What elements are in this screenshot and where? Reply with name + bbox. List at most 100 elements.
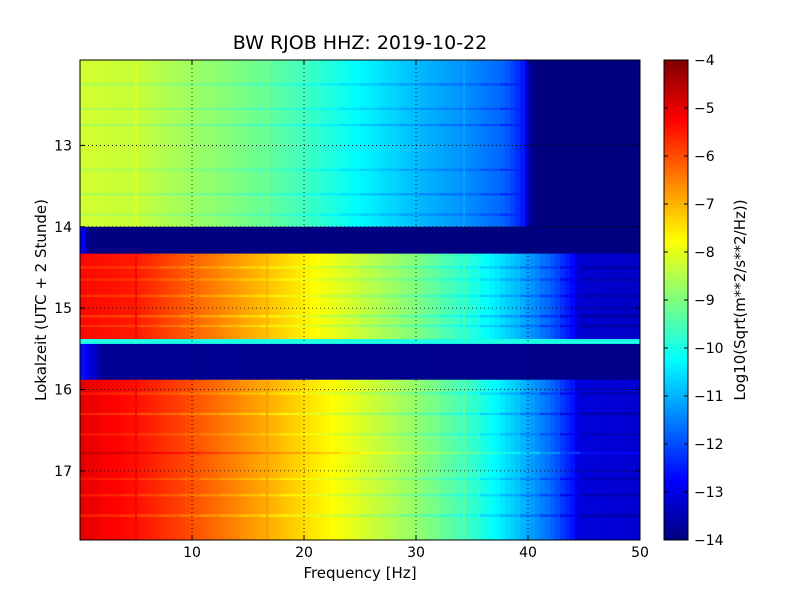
spectrogram-streak	[160, 494, 181, 497]
spectrogram-streak	[100, 494, 121, 497]
spectrogram-streak	[460, 514, 481, 517]
spectrogram-streak	[100, 107, 121, 111]
heatmap-cell	[535, 60, 541, 228]
heatmap-cell	[485, 226, 491, 255]
spectrogram-streak	[220, 412, 241, 416]
heatmap-cell	[450, 343, 456, 381]
heatmap-cell	[165, 343, 171, 381]
heatmap-cell	[615, 60, 621, 228]
heatmap-cell	[125, 339, 131, 345]
spectrogram-streak	[240, 494, 261, 497]
spectrogram-streak	[140, 412, 161, 416]
heatmap-cell	[445, 379, 451, 540]
heatmap-cell	[230, 60, 236, 228]
heatmap-cell	[515, 343, 521, 381]
heatmap-cell	[605, 226, 611, 255]
spectrogram-streak	[140, 123, 161, 127]
heatmap-cell	[375, 339, 381, 345]
spectrogram-streak	[320, 324, 341, 328]
spectrogram-streak	[580, 266, 601, 269]
spectrogram-streak	[520, 278, 541, 281]
heatmap-cell	[490, 343, 496, 381]
spectrogram-streak	[340, 294, 361, 298]
heatmap-cell	[425, 60, 431, 228]
chart-title: BW RJOB HHZ: 2019-10-22	[233, 32, 487, 54]
heatmap-cell	[115, 226, 121, 255]
heatmap-cell	[510, 226, 516, 255]
spectrogram-streak	[360, 412, 381, 416]
spectrogram-streak	[160, 392, 181, 395]
heatmap-cell	[570, 379, 576, 540]
heatmap-cell	[380, 226, 386, 255]
heatmap-cell	[590, 226, 596, 255]
spectrogram-streak	[200, 213, 221, 216]
spectrogram-streak	[380, 278, 401, 281]
heatmap-cell	[520, 339, 526, 345]
heatmap-cell	[525, 379, 531, 540]
heatmap-cell	[305, 226, 311, 255]
heatmap-cell	[515, 339, 521, 345]
spectrogram-streak	[100, 451, 121, 455]
spectrogram-streak	[600, 494, 621, 497]
heatmap-cell	[180, 339, 186, 345]
heatmap-cell	[535, 226, 541, 255]
heatmap-cell	[410, 339, 416, 345]
spectrogram-streak	[340, 324, 361, 328]
spectrogram-streak	[180, 494, 201, 497]
heatmap-cell	[535, 343, 541, 381]
heatmap-cell	[155, 343, 161, 381]
heatmap-cell	[430, 343, 436, 381]
y-tick-label: 14	[54, 220, 72, 236]
spectrogram-streak	[120, 294, 141, 298]
spectrogram-streak	[100, 213, 121, 216]
grid-lines	[80, 60, 641, 540]
spectrogram-streak	[120, 213, 141, 216]
spectrogram-streak	[620, 514, 640, 517]
spectrogram-streak	[540, 412, 561, 416]
heatmap-cell	[160, 343, 166, 381]
heatmap-cell	[375, 379, 381, 540]
heatmap-cell	[150, 226, 156, 255]
heatmap-cell	[555, 339, 561, 345]
spectrogram-streak	[620, 278, 640, 281]
heatmap-cell	[460, 226, 466, 255]
spectrogram-streak	[260, 278, 281, 281]
heatmap-cell	[170, 379, 176, 540]
heatmap-cell	[140, 343, 146, 381]
spectrogram-streak	[260, 315, 281, 318]
heatmap-cell	[530, 343, 536, 381]
heatmap-cell	[300, 226, 306, 255]
heatmap-cell	[340, 343, 346, 381]
spectrogram-streak	[400, 477, 421, 481]
spectrogram-streak	[80, 412, 101, 416]
heatmap-cell	[155, 379, 161, 540]
spectrogram-streak	[360, 266, 381, 269]
heatmap-cell	[150, 339, 156, 345]
heatmap-cell	[630, 343, 636, 381]
x-axis-label: Frequency [Hz]	[303, 564, 416, 582]
heatmap-cell	[185, 339, 191, 345]
spectrogram-streak	[360, 451, 381, 455]
colorbar-tick-label: −8	[694, 245, 715, 261]
heatmap-cell	[500, 60, 506, 228]
spectrogram-streak	[180, 324, 201, 328]
heatmap-cell	[300, 60, 306, 228]
colorbar-tick-label: −10	[694, 341, 724, 357]
spectrogram-streak	[420, 433, 441, 436]
heatmap-cell	[635, 339, 640, 345]
heatmap-cell	[205, 339, 211, 345]
heatmap-cell	[310, 339, 316, 345]
heatmap-cell	[315, 379, 321, 540]
heatmap-cell	[245, 343, 251, 381]
spectrogram-streak	[380, 193, 401, 196]
heatmap-cell	[445, 343, 451, 381]
heatmap-cell	[255, 60, 261, 228]
spectrogram-streak	[320, 168, 341, 172]
heatmap-cell	[440, 379, 446, 540]
heatmap-cell	[170, 60, 176, 228]
spectrogram-streak	[100, 193, 121, 196]
heatmap-cell	[470, 60, 476, 228]
heatmap-cell	[85, 379, 91, 540]
spectrogram-streak	[320, 266, 341, 269]
heatmap-cell	[445, 339, 451, 345]
